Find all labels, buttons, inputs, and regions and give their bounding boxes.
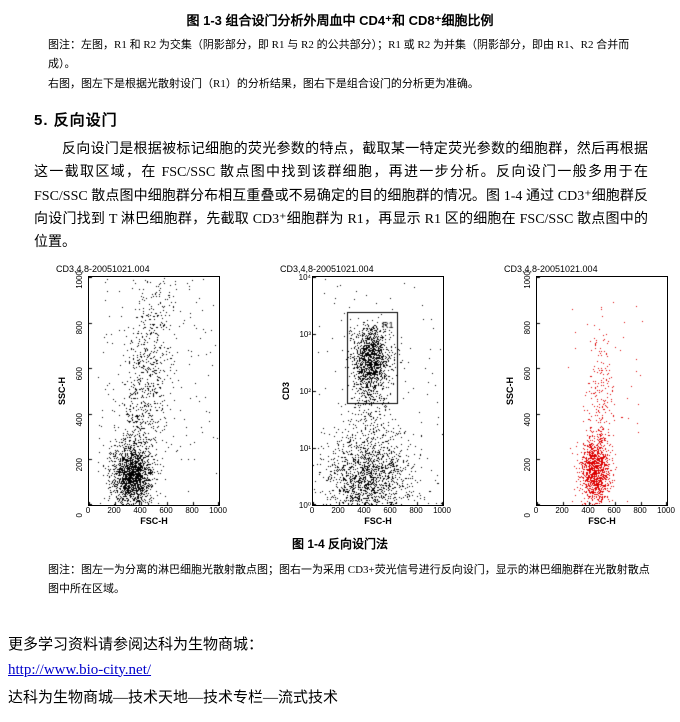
document-page: 图 1-3 组合设门分析外周血中 CD4⁺和 CD8⁺细胞比例 图注：左图，R1… bbox=[0, 10, 680, 722]
x-axis-ticks: 0 200 400 600 800 1000 bbox=[56, 506, 227, 516]
footer-link-row: http://www.bio-city.net/ bbox=[8, 661, 680, 679]
y-tick-label: 800 bbox=[523, 321, 532, 335]
plot-body: SSC-H 0 200 400 600 800 1000 bbox=[56, 271, 220, 517]
y-tick-label: 600 bbox=[523, 367, 532, 381]
y-axis-ticks: 10⁰ 10¹ 10² 10³ 10⁴ bbox=[292, 273, 312, 510]
x-axis-ticks: 0 200 400 600 800 1000 bbox=[504, 506, 675, 516]
y-axis-label-box: SSC-H bbox=[56, 276, 68, 506]
scatter-canvas bbox=[313, 277, 443, 506]
x-axis-label: FSC-H bbox=[588, 516, 616, 527]
bio-city-link[interactable]: http://www.bio-city.net/ bbox=[8, 661, 152, 678]
y-axis-label: SSC-H bbox=[57, 377, 67, 406]
scatter-plot-fsc-cd3-gate: CD3,4,8-20051021.004 CD3 10⁰ 10¹ 10² 10³ 10⁴… bbox=[280, 264, 451, 527]
x-tick-label: 0 bbox=[85, 506, 91, 516]
x-tick-label: 1000 bbox=[433, 506, 451, 516]
footer-breadcrumb: 达科为生物商城—技术天地—技术专栏—流式技术 bbox=[8, 689, 339, 706]
y-axis-label: CD3 bbox=[281, 382, 291, 401]
figure-1-3-notes: 图注：左图，R1 和 R2 为交集（阴影部分，即 R1 与 R2 的公共部分）；… bbox=[48, 36, 652, 94]
x-axis-label: FSC-H bbox=[140, 516, 168, 527]
scatter-plot-fsc-ssc-gated-red: CD3,4,8-20051021.004 SSC-H 0 200 400 600 800… bbox=[504, 264, 675, 527]
x-tick-label: 200 bbox=[107, 506, 121, 516]
x-tick-label: 1000 bbox=[209, 506, 227, 516]
y-tick-label: 800 bbox=[75, 321, 84, 335]
body-paragraph: 反向设门是根据被标记细胞的荧光参数的特点，截取某一特定荧光参数的细胞群，然后再根… bbox=[34, 142, 648, 250]
x-tick-label: 800 bbox=[409, 506, 423, 516]
x-tick-label: 800 bbox=[633, 506, 647, 516]
plot-frame bbox=[312, 276, 444, 507]
plot-title: CD3,4,8-20051021.004 bbox=[504, 264, 598, 275]
x-tick-label: 200 bbox=[555, 506, 569, 516]
scatter-plot-fsc-ssc-all-events: CD3,4,8-20051021.004 SSC-H 0 200 400 600 800… bbox=[56, 264, 227, 527]
y-tick-label: 200 bbox=[523, 458, 532, 472]
y-axis-ticks: 0 200 400 600 800 1000 bbox=[68, 271, 88, 517]
x-tick-label: 600 bbox=[383, 506, 397, 516]
y-axis-label: SSC-H bbox=[505, 377, 515, 406]
footer-text: 更多学习资料请参阅达科为生物商城： bbox=[8, 636, 264, 653]
x-tick-label: 1000 bbox=[657, 506, 675, 516]
x-tick-label: 0 bbox=[533, 506, 539, 516]
plot-title: CD3,4,8-20051021.004 bbox=[280, 264, 374, 275]
y-axis-label-box: CD3 bbox=[280, 276, 292, 506]
y-tick-label: 400 bbox=[75, 412, 84, 427]
section-heading-reverse-gating: 5. 反向设门 bbox=[34, 112, 118, 130]
y-tick-label: 1000 bbox=[523, 271, 532, 290]
y-tick-label: 10⁴ bbox=[298, 273, 311, 283]
y-tick-label: 10² bbox=[299, 387, 311, 397]
x-tick-label: 600 bbox=[607, 506, 621, 516]
x-tick-label: 400 bbox=[133, 506, 147, 516]
y-tick-label: 10³ bbox=[299, 330, 311, 340]
y-tick-label: 1000 bbox=[75, 271, 84, 290]
plot-frame bbox=[536, 276, 668, 507]
y-tick-label: 10⁰ bbox=[298, 501, 311, 511]
note-text-2: 右图，图左下是根据光散射设门（R1）的分析结果，图右下是组合设门的分析更为准确。 bbox=[48, 78, 479, 91]
x-axis-label: FSC-H bbox=[364, 516, 392, 527]
y-axis-label-box: SSC-H bbox=[504, 276, 516, 506]
figure-1-4-caption: 图 1-4 反向设门法 bbox=[291, 537, 388, 552]
x-tick-label: 400 bbox=[581, 506, 595, 516]
figure-1-3-caption: 图 1-3 组合设门分析外周血中 CD4⁺和 CD8⁺细胞比例 bbox=[186, 13, 494, 28]
plot-frame bbox=[88, 276, 220, 507]
x-tick-label: 400 bbox=[357, 506, 371, 516]
x-tick-label: 600 bbox=[159, 506, 173, 516]
x-tick-label: 0 bbox=[309, 506, 315, 516]
y-tick-label: 10¹ bbox=[299, 444, 311, 454]
y-tick-label: 400 bbox=[523, 412, 532, 427]
figure-1-4-plots: CD3,4,8-20051021.004 SSC-H 0 200 400 600 800… bbox=[56, 264, 675, 527]
y-axis-ticks: 0 200 400 600 800 1000 bbox=[516, 271, 536, 517]
y-tick-label: 600 bbox=[75, 367, 84, 381]
note-text-1: 图注：左图，R1 和 R2 为交集（阴影部分，即 R1 与 R2 的公共部分）；… bbox=[48, 39, 630, 70]
plot-title: CD3,4,8-20051021.004 bbox=[56, 264, 150, 275]
x-tick-label: 800 bbox=[185, 506, 199, 516]
x-tick-label: 200 bbox=[331, 506, 345, 516]
x-axis-ticks: 0 200 400 600 800 1000 bbox=[280, 506, 451, 516]
y-tick-label: 200 bbox=[75, 458, 84, 472]
plot-body: SSC-H 0 200 400 600 800 1000 bbox=[504, 271, 668, 517]
figure-1-4-note: 图注：图左一为分离的淋巴细胞光散射散点图；图右一为采用 CD3+荧光信号进行反向… bbox=[48, 564, 650, 595]
plot-body: CD3 10⁰ 10¹ 10² 10³ 10⁴ bbox=[280, 273, 444, 510]
scatter-canvas bbox=[537, 277, 667, 506]
scatter-canvas bbox=[89, 277, 219, 506]
